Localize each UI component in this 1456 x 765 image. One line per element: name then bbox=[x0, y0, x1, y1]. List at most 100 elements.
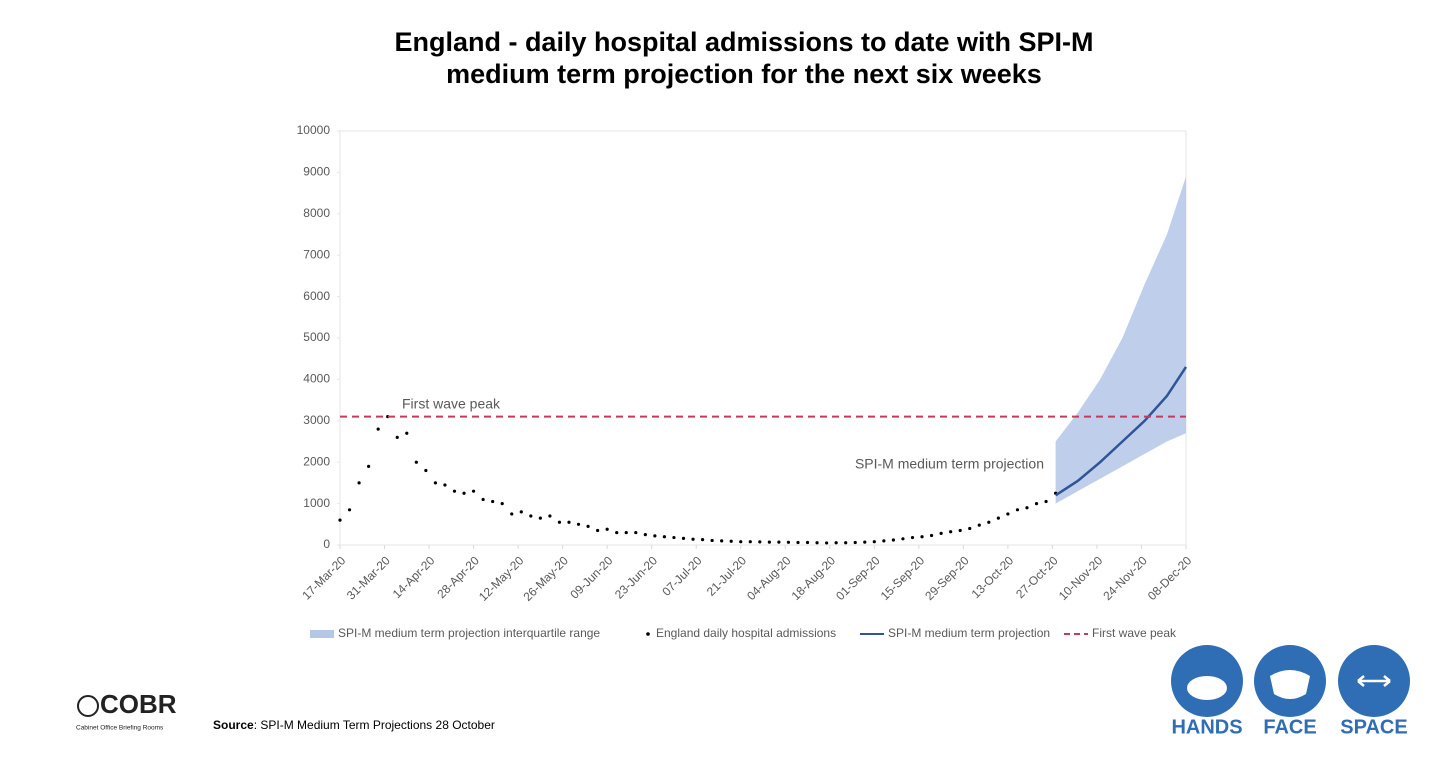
admission-point bbox=[395, 435, 399, 439]
admission-point bbox=[452, 489, 457, 493]
admission-point bbox=[777, 540, 781, 544]
admission-point bbox=[929, 533, 934, 538]
x-tick-label: 01-Sep-20 bbox=[833, 553, 883, 603]
admission-point bbox=[863, 540, 867, 544]
admission-point bbox=[653, 534, 657, 538]
admission-point bbox=[538, 516, 542, 520]
x-tick-label: 27-Oct-20 bbox=[1013, 553, 1061, 601]
admission-point bbox=[557, 520, 562, 524]
admission-point bbox=[958, 528, 962, 533]
admission-point bbox=[567, 520, 571, 524]
chart-title: medium term projection for the next six … bbox=[446, 59, 1042, 89]
icon-label: HANDS bbox=[1171, 716, 1242, 738]
admission-point bbox=[729, 539, 733, 543]
y-tick-label: 0 bbox=[323, 537, 330, 551]
admission-point bbox=[519, 510, 523, 514]
admission-point bbox=[357, 481, 361, 485]
admission-point bbox=[882, 539, 886, 543]
y-tick-label: 6000 bbox=[303, 289, 330, 303]
admission-point bbox=[767, 540, 771, 544]
x-tick-label: 21-Jul-20 bbox=[704, 553, 750, 599]
y-tick-label: 2000 bbox=[303, 454, 330, 468]
x-tick-label: 23-Jun-20 bbox=[612, 553, 660, 601]
admission-point bbox=[853, 540, 857, 545]
x-tick-label: 08-Dec-20 bbox=[1145, 553, 1195, 603]
admission-point bbox=[1034, 502, 1039, 506]
admission-point bbox=[491, 499, 495, 504]
admission-point bbox=[834, 541, 838, 545]
admission-point bbox=[405, 431, 409, 435]
x-tick-label: 07-Jul-20 bbox=[659, 553, 705, 599]
admission-point bbox=[605, 527, 609, 531]
admission-point bbox=[758, 540, 762, 544]
admission-point bbox=[367, 464, 371, 468]
y-tick-label: 10000 bbox=[297, 123, 331, 137]
x-tick-label: 17-Mar-20 bbox=[299, 553, 348, 602]
crest bbox=[77, 695, 99, 717]
admission-point bbox=[1044, 499, 1048, 504]
admission-point bbox=[920, 535, 924, 539]
admission-point bbox=[891, 538, 895, 542]
admission-point bbox=[844, 541, 848, 545]
admission-point bbox=[481, 497, 485, 502]
admission-point bbox=[786, 540, 791, 544]
y-tick-label: 9000 bbox=[303, 165, 330, 179]
legend-swatch bbox=[646, 632, 650, 636]
cobr-logo: COBR Cabinet Office Briefing Rooms bbox=[76, 689, 177, 732]
admission-point bbox=[586, 524, 590, 528]
icon-label: FACE bbox=[1263, 716, 1316, 738]
admission-point bbox=[815, 541, 819, 545]
admission-point bbox=[376, 427, 380, 431]
admission-point bbox=[720, 539, 724, 543]
admission-point bbox=[691, 537, 695, 541]
admission-point bbox=[596, 528, 600, 533]
admission-point bbox=[443, 483, 447, 487]
admission-point bbox=[739, 540, 743, 544]
x-tick-label: 24-Nov-20 bbox=[1100, 553, 1150, 603]
x-tick-label: 09-Jun-20 bbox=[567, 553, 615, 601]
admission-point bbox=[939, 531, 943, 536]
y-tick-label: 3000 bbox=[303, 413, 330, 427]
admission-point bbox=[338, 518, 342, 522]
admission-point bbox=[510, 512, 514, 516]
x-tick-label: 14-Apr-20 bbox=[390, 553, 438, 601]
admission-point bbox=[987, 520, 991, 524]
admission-point bbox=[996, 516, 1000, 520]
admission-point bbox=[433, 481, 438, 485]
admission-point bbox=[500, 502, 504, 506]
admission-point bbox=[796, 540, 800, 545]
admission-point bbox=[347, 508, 352, 512]
icons: HANDS FACE SPACE bbox=[1171, 645, 1410, 738]
projection-line bbox=[1054, 366, 1188, 497]
x-tick-label: 31-Mar-20 bbox=[344, 553, 393, 602]
legend-label: First wave peak bbox=[1092, 626, 1177, 640]
icon-label: SPACE bbox=[1340, 716, 1407, 738]
plot: 0 1000 2000 3000 4000 5000 6000 7000 8000 9000 100… bbox=[297, 123, 1195, 640]
y-tick-label: 8000 bbox=[303, 206, 330, 220]
admission-point bbox=[615, 530, 619, 535]
hands-shape bbox=[1187, 676, 1227, 700]
admission-point bbox=[977, 523, 981, 527]
source-label: Source bbox=[213, 718, 254, 732]
logo-text: COBR bbox=[100, 689, 177, 719]
admission-point bbox=[624, 530, 628, 535]
y-tick-label: 4000 bbox=[303, 372, 330, 386]
x-tick-label: 18-Aug-20 bbox=[789, 553, 839, 603]
admission-point bbox=[462, 491, 466, 495]
source-text: : SPI-M Medium Term Projections 28 Octob… bbox=[254, 718, 495, 732]
admission-point bbox=[643, 533, 647, 537]
admission-point bbox=[471, 489, 476, 493]
x-tick-label: 13-Oct-20 bbox=[969, 553, 1017, 601]
admission-point bbox=[662, 535, 667, 539]
admission-point bbox=[548, 514, 552, 518]
logo-subtitle: Cabinet Office Briefing Rooms bbox=[76, 725, 164, 732]
y-tick-label: 7000 bbox=[303, 247, 330, 261]
x-tick-label: 29-Sep-20 bbox=[922, 553, 972, 603]
admission-point bbox=[414, 460, 418, 464]
x-tick-label: 12-May-20 bbox=[476, 553, 527, 604]
y-tick-label: 1000 bbox=[303, 496, 330, 510]
annotation: First wave peak bbox=[402, 396, 501, 412]
legend-label: England daily hospital admissions bbox=[656, 626, 836, 640]
admission-point bbox=[901, 537, 905, 541]
